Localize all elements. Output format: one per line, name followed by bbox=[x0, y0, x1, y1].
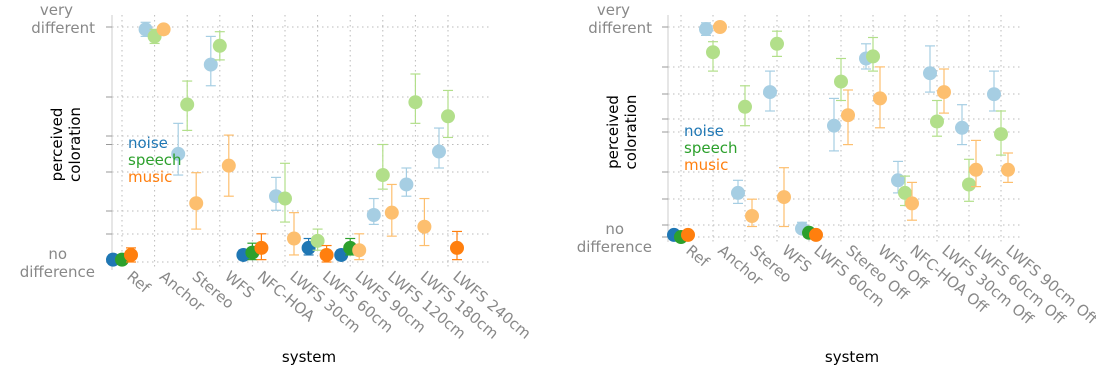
series-music bbox=[681, 20, 1015, 242]
data-point-music bbox=[384, 205, 399, 220]
data-point-music bbox=[156, 22, 171, 37]
ytick-label-bottom-word: difference bbox=[20, 263, 95, 281]
xtick-label: Ref bbox=[682, 241, 713, 271]
ytick-label-top-word: different bbox=[31, 19, 95, 37]
y-axis: very different no difference bbox=[20, 1, 113, 281]
data-point-music bbox=[777, 190, 791, 205]
grid bbox=[112, 15, 490, 270]
x-axis-title: system bbox=[282, 348, 336, 366]
data-point-music bbox=[124, 247, 138, 262]
data-point-speech bbox=[441, 109, 455, 124]
ytick-label-bottom-word: difference bbox=[577, 238, 652, 256]
y-axis-title-word: coloration bbox=[622, 95, 640, 170]
legend-item-noise: noise bbox=[684, 122, 724, 140]
chart-panel-1: very different no difference perceivedcolora… bbox=[20, 1, 535, 366]
data-point-speech bbox=[866, 49, 880, 64]
data-point-noise bbox=[699, 22, 713, 37]
series-speech bbox=[115, 28, 455, 267]
y-axis-title-word: perceived bbox=[48, 108, 66, 182]
data-point-music bbox=[905, 196, 919, 211]
data-point-music bbox=[189, 196, 204, 211]
data-point-noise bbox=[891, 173, 905, 188]
data-point-noise bbox=[955, 120, 969, 135]
data-point-speech bbox=[212, 38, 227, 53]
ytick-label-bottom-word: no bbox=[605, 220, 624, 238]
data-point-speech bbox=[375, 168, 390, 183]
data-point-speech bbox=[994, 127, 1008, 142]
ytick-label-bottom: no difference bbox=[20, 245, 95, 281]
series-noise bbox=[667, 22, 1001, 242]
y-axis-title: perceivedcoloration bbox=[48, 107, 84, 182]
data-point-music bbox=[287, 231, 301, 246]
data-point-music bbox=[809, 227, 823, 242]
series-noise bbox=[106, 21, 446, 267]
data-point-music bbox=[254, 240, 269, 255]
data-point-music bbox=[873, 91, 887, 106]
data-point-speech bbox=[278, 191, 292, 206]
data-point-music bbox=[937, 85, 951, 100]
legend-item-speech: speech bbox=[684, 139, 738, 157]
data-point-music bbox=[969, 162, 983, 177]
data-point-noise bbox=[432, 144, 446, 159]
data-point-music bbox=[841, 108, 855, 123]
data-point-speech bbox=[898, 185, 912, 200]
y-axis: very different no difference bbox=[577, 1, 669, 256]
data-point-music bbox=[1001, 162, 1015, 177]
data-point-noise bbox=[763, 85, 777, 100]
data-point-speech bbox=[408, 95, 423, 110]
ytick-label-top-word: very bbox=[597, 1, 630, 19]
data-point-noise bbox=[827, 118, 841, 133]
ytick-label-top-word: very bbox=[40, 1, 73, 19]
xtick-label: Ref bbox=[123, 267, 154, 297]
data-point-speech bbox=[310, 233, 325, 248]
legend-item-noise: noise bbox=[128, 134, 168, 152]
data-point-speech bbox=[962, 177, 976, 192]
data-point-noise bbox=[399, 177, 414, 192]
data-point-music bbox=[417, 219, 432, 234]
series-speech bbox=[674, 30, 1008, 244]
data-point-speech bbox=[738, 99, 752, 114]
data-point-speech bbox=[770, 36, 784, 51]
data-point-noise bbox=[923, 66, 937, 81]
data-point-noise bbox=[366, 208, 381, 222]
chart-panel-2: very different no difference perceivedcolora… bbox=[577, 1, 1096, 366]
legend-item-music: music bbox=[128, 168, 172, 186]
y-axis-title: perceivedcoloration bbox=[604, 95, 640, 170]
legend-item-music: music bbox=[684, 156, 728, 174]
data-point-speech bbox=[930, 114, 944, 129]
data-point-noise bbox=[203, 57, 218, 72]
ytick-label-top: very different bbox=[588, 1, 652, 37]
data-point-music bbox=[352, 243, 367, 258]
data-point-noise bbox=[171, 146, 186, 161]
data-point-music bbox=[221, 158, 236, 173]
legend-item-speech: speech bbox=[128, 151, 182, 169]
y-axis-title-word: perceived bbox=[604, 95, 622, 169]
data-point-speech bbox=[834, 74, 848, 89]
ytick-label-bottom: no difference bbox=[577, 220, 652, 256]
series-music bbox=[124, 22, 464, 263]
data-point-music bbox=[745, 209, 759, 223]
data-point-noise bbox=[987, 87, 1001, 102]
ytick-label-top: very different bbox=[31, 1, 95, 37]
data-point-speech bbox=[180, 97, 195, 112]
data-point-noise bbox=[731, 185, 745, 200]
data-point-music bbox=[450, 240, 464, 255]
data-point-speech bbox=[706, 45, 720, 60]
ytick-label-bottom-word: no bbox=[48, 245, 67, 263]
x-axis-title: system bbox=[825, 348, 879, 366]
data-point-music bbox=[319, 247, 334, 262]
y-axis-title-word: coloration bbox=[66, 107, 84, 182]
data-point-music bbox=[681, 227, 695, 242]
data-point-music bbox=[713, 20, 727, 34]
ytick-label-top-word: different bbox=[588, 19, 652, 37]
